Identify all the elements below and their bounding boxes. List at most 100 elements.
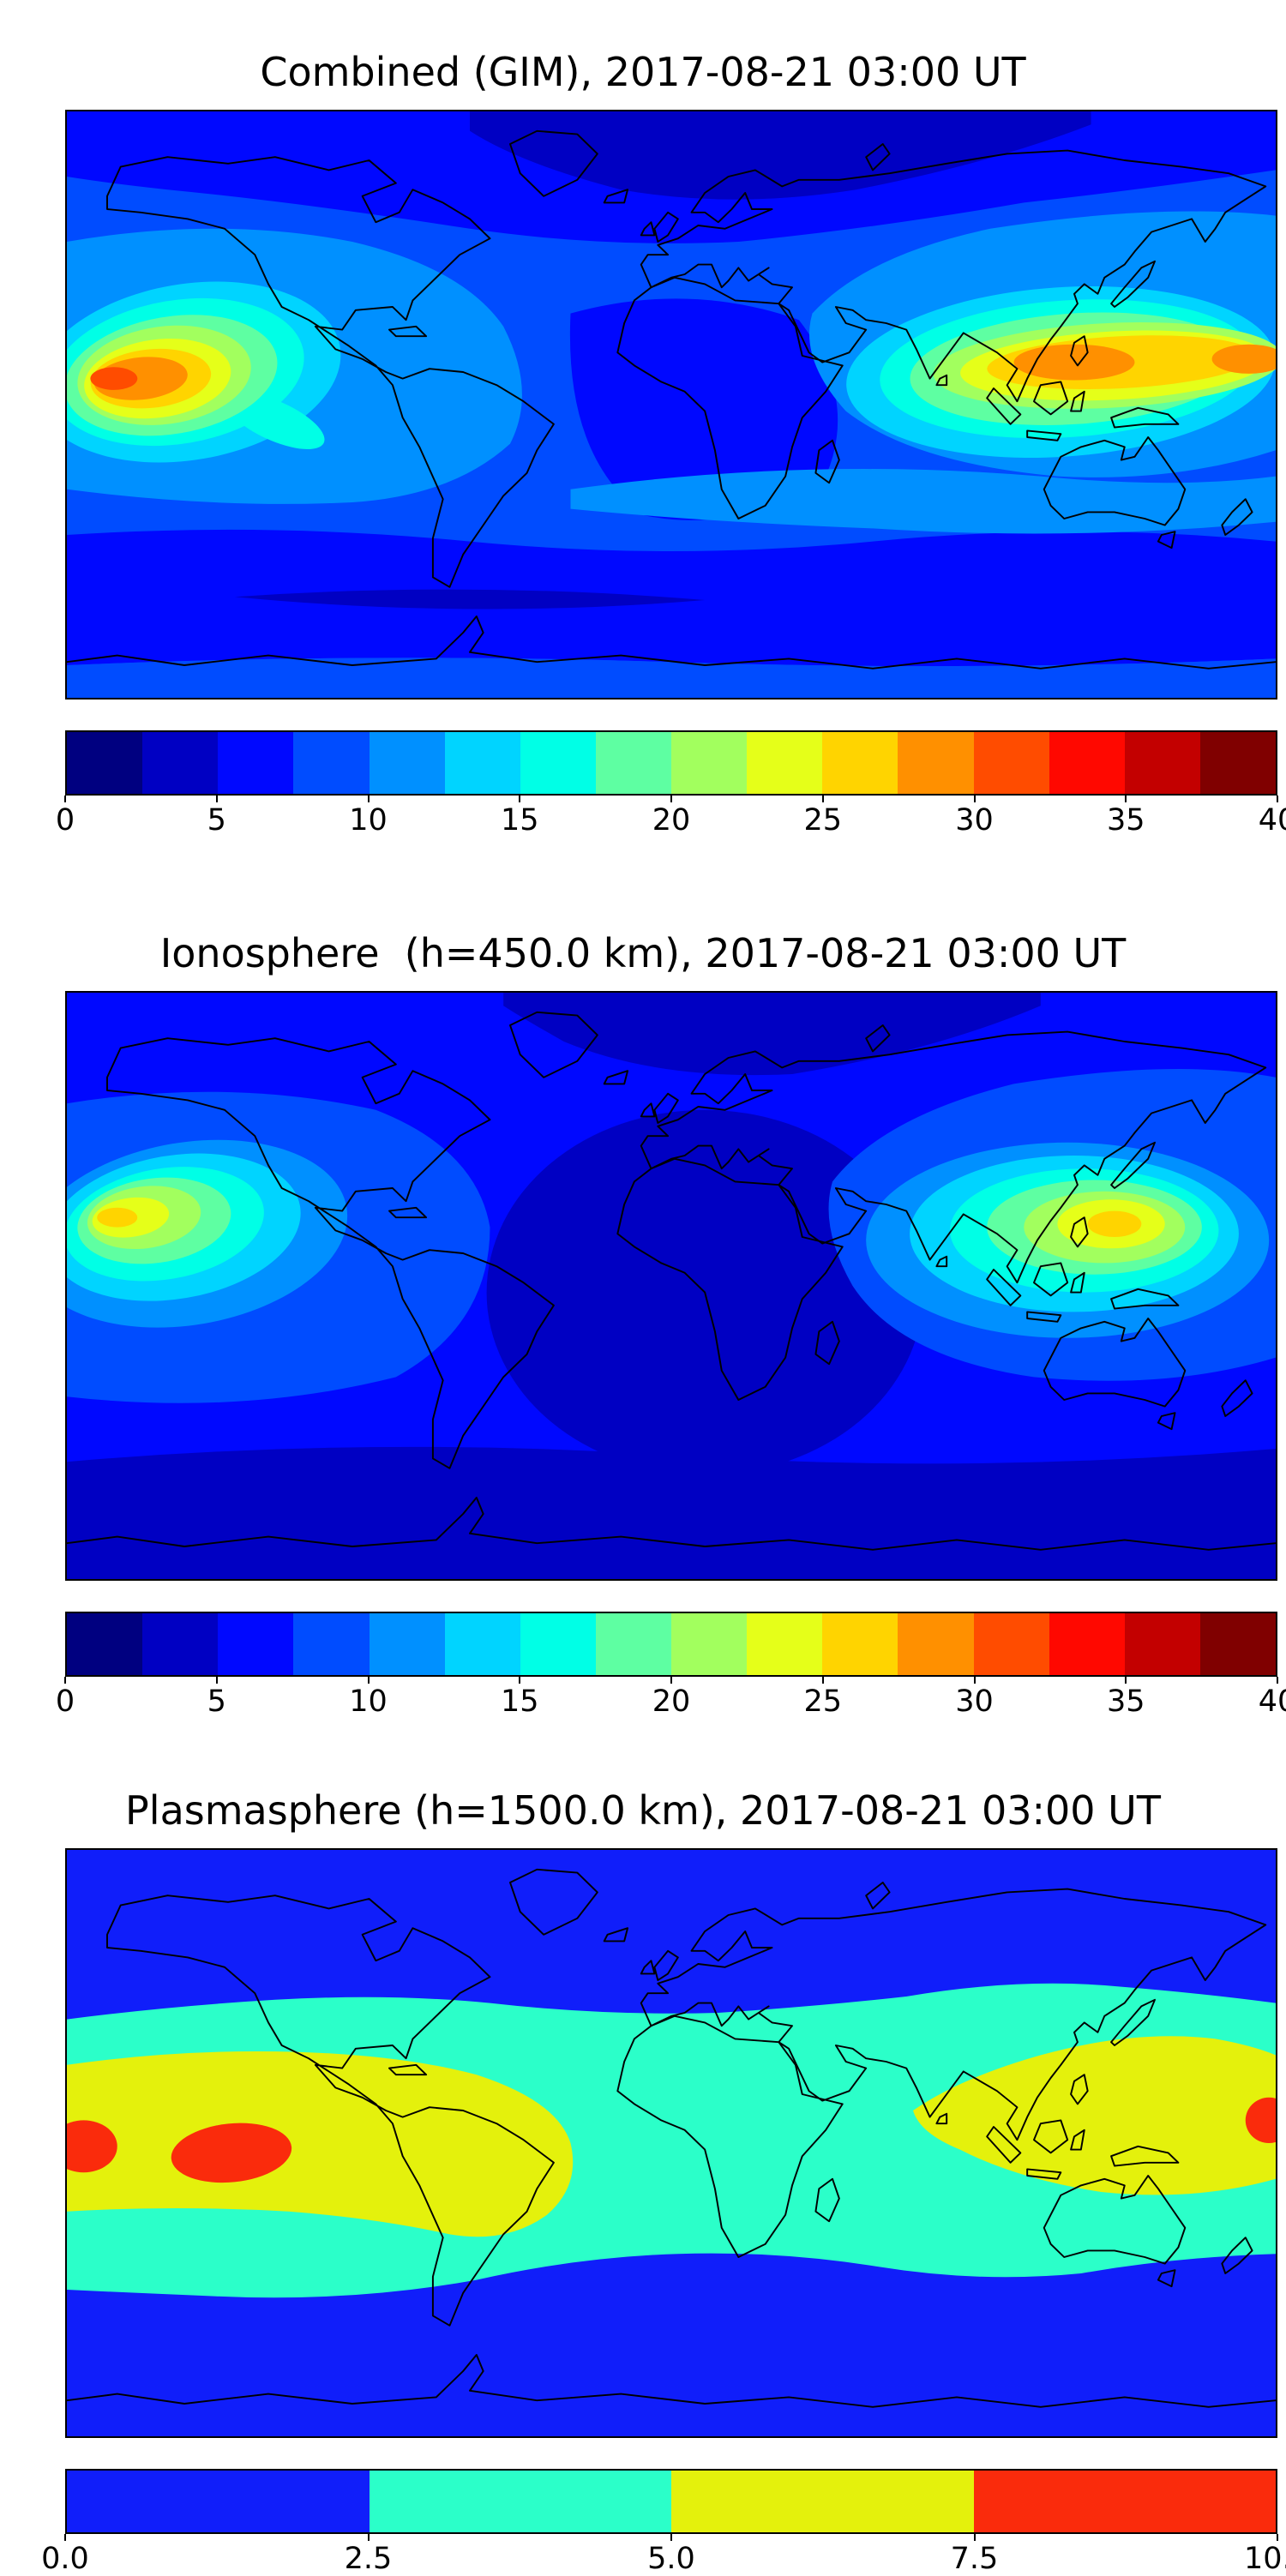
colorbar-segment <box>1049 1613 1125 1675</box>
colorbar-ticks: 0 5 10 15 20 25 30 35 40 <box>56 1677 1286 1719</box>
colorbar-segment <box>898 1613 974 1675</box>
colorbar-tick-label: 10 <box>349 803 388 838</box>
colorbar-tick-label: 5 <box>207 803 226 838</box>
colorbar-segment <box>520 732 596 794</box>
colorbar-tick-label: 10 <box>349 1684 388 1719</box>
colorbar-segment <box>1199 732 1276 794</box>
colorbar-ticks: 0.0 2.5 5.0 7.5 10.0 <box>41 2534 1286 2576</box>
colorbar-tick-mark <box>64 796 66 802</box>
colorbar-tick-mark <box>367 1677 370 1684</box>
colorbar-tick-mark <box>215 796 218 802</box>
colorbar-segment <box>293 1613 370 1675</box>
colorbar-tick-label: 20 <box>652 1684 691 1719</box>
panel-combined: Combined (GIM), 2017-08-21 03:00 UT <box>0 0 1286 857</box>
colorbar-segment <box>671 732 748 794</box>
colorbar-tick-mark <box>973 1677 976 1684</box>
colorbar-tick-mark <box>1277 796 1278 802</box>
panel-title-ionosphere: Ionosphere (h=450.0 km), 2017-08-21 03:0… <box>159 930 1127 976</box>
colorbar-segment <box>973 1613 1049 1675</box>
colorbar-segment <box>898 732 974 794</box>
colorbar-tick-label: 0 <box>55 1684 75 1719</box>
colorbar-tick-mark <box>670 1677 672 1684</box>
plasmasphere-map-svg <box>67 1850 1276 2436</box>
colorbar-tick-mark <box>367 796 370 802</box>
world-map-plasmasphere <box>65 1848 1277 2438</box>
colorbar-segment <box>822 732 898 794</box>
colorbar-segment <box>747 732 823 794</box>
colorbar-plasmasphere: 0.0 2.5 5.0 7.5 10.0 <box>41 2469 1286 2576</box>
colorbar-segment <box>973 2471 1276 2532</box>
colorbar-segment <box>444 1613 520 1675</box>
colorbar-tick-label: 2.5 <box>344 2542 393 2576</box>
colorbar-tick-label: 5.0 <box>647 2542 695 2576</box>
colorbar-tick-label: 15 <box>500 803 539 838</box>
colorbar-segment <box>293 732 370 794</box>
colorbar-segment <box>218 1613 294 1675</box>
colorbar-tick-label: 5 <box>207 1684 226 1719</box>
panel-plasmasphere: Plasmasphere (h=1500.0 km), 2017-08-21 0… <box>0 1714 1286 2576</box>
panel-ionosphere: Ionosphere (h=450.0 km), 2017-08-21 03:0… <box>0 857 1286 1719</box>
colorbar-segment <box>142 732 219 794</box>
colorbar-strip <box>65 730 1277 796</box>
colorbar-tick-label: 10.0 <box>1244 2542 1286 2576</box>
world-map-combined <box>65 110 1277 700</box>
colorbar-tick-label: 35 <box>1106 803 1145 838</box>
colorbar-tick-mark <box>215 1677 218 1684</box>
colorbar-tick-mark <box>670 796 672 802</box>
colorbar-segment <box>822 1613 898 1675</box>
colorbar-tick-mark <box>64 2534 66 2541</box>
colorbar-ionosphere: 0 5 10 15 20 25 30 35 40 <box>56 1612 1286 1719</box>
colorbar-segment <box>142 1613 219 1675</box>
colorbar-segment <box>595 732 671 794</box>
contours-ionosphere <box>67 993 1276 1579</box>
colorbar-strip <box>65 2469 1277 2534</box>
colorbar-segment <box>973 732 1049 794</box>
colorbar-tick-label: 7.5 <box>950 2542 999 2576</box>
colorbar-segment <box>1049 732 1125 794</box>
colorbar-strip <box>65 1612 1277 1677</box>
contours-plasmasphere <box>67 1850 1276 2436</box>
colorbar-segment <box>67 732 143 794</box>
colorbar-tick-mark <box>821 1677 824 1684</box>
colorbar-tick-mark <box>973 796 976 802</box>
colorbar-tick-mark <box>519 796 521 802</box>
colorbar-tick-label: 25 <box>803 803 843 838</box>
colorbar-segment <box>369 2471 671 2532</box>
colorbar-segment <box>671 2471 974 2532</box>
colorbar-tick-label: 25 <box>803 1684 843 1719</box>
colorbar-tick-mark <box>64 1677 66 1684</box>
panel-title-combined: Combined (GIM), 2017-08-21 03:00 UT <box>260 49 1026 95</box>
colorbar-tick-label: 40 <box>1258 1684 1286 1719</box>
colorbar-tick-label: 15 <box>500 1684 539 1719</box>
colorbar-segment <box>671 1613 748 1675</box>
colorbar-tick-mark <box>821 796 824 802</box>
colorbar-segment <box>369 1613 445 1675</box>
ionosphere-map-svg <box>67 993 1276 1579</box>
colorbar-tick-label: 0 <box>55 803 75 838</box>
colorbar-tick-mark <box>1125 796 1127 802</box>
colorbar-tick-label: 0.0 <box>41 2542 89 2576</box>
colorbar-tick-mark <box>1277 2534 1278 2541</box>
colorbar-combined: 0 5 10 15 20 25 30 35 40 <box>56 730 1286 838</box>
colorbar-tick-label: 30 <box>955 1684 994 1719</box>
colorbar-tick-mark <box>519 1677 521 1684</box>
colorbar-tick-mark <box>367 2534 370 2541</box>
world-map-ionosphere <box>65 991 1277 1581</box>
colorbar-tick-mark <box>973 2534 976 2541</box>
contours-combined <box>67 111 1276 698</box>
colorbar-segment <box>1124 732 1200 794</box>
colorbar-tick-mark <box>1277 1677 1278 1684</box>
colorbar-segment <box>595 1613 671 1675</box>
colorbar-ticks: 0 5 10 15 20 25 30 35 40 <box>56 796 1286 838</box>
colorbar-segment <box>218 732 294 794</box>
colorbar-tick-mark <box>670 2534 672 2541</box>
combined-map-svg <box>67 111 1276 698</box>
colorbar-segment <box>1199 1613 1276 1675</box>
colorbar-segment <box>67 1613 143 1675</box>
colorbar-segment <box>67 2471 370 2532</box>
colorbar-tick-label: 20 <box>652 803 691 838</box>
colorbar-tick-mark <box>1125 1677 1127 1684</box>
colorbar-segment <box>369 732 445 794</box>
colorbar-segment <box>444 732 520 794</box>
